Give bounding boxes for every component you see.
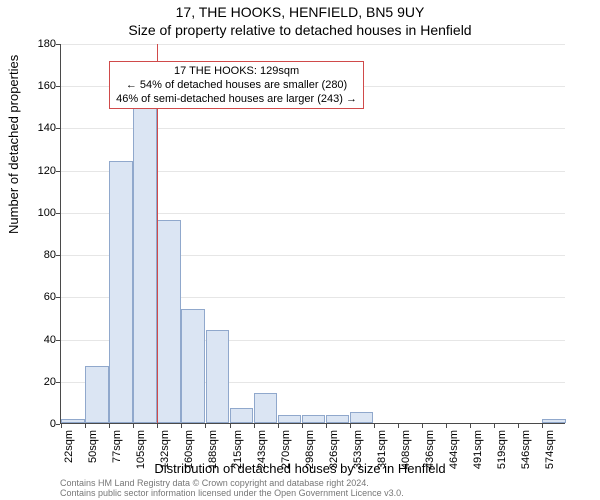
- credits-text: Contains HM Land Registry data © Crown c…: [60, 478, 580, 498]
- y-tick-mark: [56, 128, 60, 129]
- histogram-bar: [157, 220, 181, 423]
- histogram-bar: [302, 415, 326, 423]
- y-tick-label: 100: [36, 207, 56, 219]
- y-tick-label: 40: [36, 334, 56, 346]
- page-root: 17, THE HOOKS, HENFIELD, BN5 9UY Size of…: [0, 0, 600, 500]
- y-tick-mark: [56, 213, 60, 214]
- x-tick-mark: [133, 424, 134, 428]
- y-tick-label: 0: [36, 418, 56, 430]
- x-tick-mark: [278, 424, 279, 428]
- x-axis-label: Distribution of detached houses by size …: [0, 461, 600, 476]
- y-axis-label: Number of detached properties: [6, 55, 21, 234]
- histogram-bar: [230, 408, 254, 423]
- y-tick-mark: [56, 297, 60, 298]
- x-tick-mark: [518, 424, 519, 428]
- x-tick-mark: [350, 424, 351, 428]
- x-tick-mark: [398, 424, 399, 428]
- y-tick-mark: [56, 171, 60, 172]
- x-tick-mark: [85, 424, 86, 428]
- x-tick-mark: [326, 424, 327, 428]
- x-tick-mark: [470, 424, 471, 428]
- x-tick-mark: [374, 424, 375, 428]
- y-tick-mark: [56, 44, 60, 45]
- y-tick-mark: [56, 255, 60, 256]
- histogram-bar: [326, 415, 350, 423]
- histogram-bar: [85, 366, 109, 423]
- x-tick-mark: [230, 424, 231, 428]
- y-tick-label: 20: [36, 376, 56, 388]
- histogram-bar: [181, 309, 205, 423]
- histogram-bar: [61, 419, 85, 423]
- y-tick-label: 120: [36, 165, 56, 177]
- credit-line-2: Contains public sector information licen…: [60, 488, 404, 498]
- histogram-bar: [133, 81, 157, 423]
- chart-title-line1: 17, THE HOOKS, HENFIELD, BN5 9UY: [0, 4, 600, 20]
- x-tick-mark: [446, 424, 447, 428]
- y-tick-label: 80: [36, 249, 56, 261]
- annotation-line-1: 17 THE HOOKS: 129sqm: [116, 64, 357, 78]
- y-tick-label: 140: [36, 122, 56, 134]
- x-tick-mark: [422, 424, 423, 428]
- chart-title-line2: Size of property relative to detached ho…: [0, 22, 600, 38]
- y-tick-mark: [56, 424, 60, 425]
- gridline-h: [61, 44, 565, 45]
- plot-area: 17 THE HOOKS: 129sqm← 54% of detached ho…: [60, 44, 565, 424]
- annotation-box: 17 THE HOOKS: 129sqm← 54% of detached ho…: [109, 61, 364, 109]
- y-tick-mark: [56, 340, 60, 341]
- histogram-bar: [350, 412, 374, 423]
- x-tick-mark: [254, 424, 255, 428]
- histogram-bar: [278, 415, 302, 423]
- x-tick-mark: [205, 424, 206, 428]
- x-tick-mark: [181, 424, 182, 428]
- y-tick-label: 60: [36, 291, 56, 303]
- histogram-bar: [254, 393, 278, 423]
- x-tick-mark: [157, 424, 158, 428]
- x-tick-mark: [494, 424, 495, 428]
- histogram-bar: [542, 419, 566, 423]
- x-tick-mark: [61, 424, 62, 428]
- x-tick-mark: [302, 424, 303, 428]
- annotation-line-3: 46% of semi-detached houses are larger (…: [116, 92, 357, 106]
- histogram-bar: [109, 161, 133, 423]
- y-tick-mark: [56, 382, 60, 383]
- x-tick-mark: [542, 424, 543, 428]
- credit-line-1: Contains HM Land Registry data © Crown c…: [60, 478, 369, 488]
- y-tick-mark: [56, 86, 60, 87]
- y-tick-label: 180: [36, 38, 56, 50]
- x-tick-mark: [109, 424, 110, 428]
- histogram-bar: [206, 330, 230, 423]
- annotation-line-2: ← 54% of detached houses are smaller (28…: [116, 78, 357, 92]
- y-tick-label: 160: [36, 80, 56, 92]
